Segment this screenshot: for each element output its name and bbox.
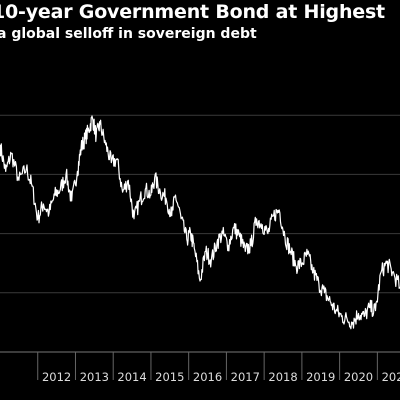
x-tick-label-2012: 2012 xyxy=(42,370,71,384)
x-tick-label-2017: 2017 xyxy=(231,370,260,384)
grid-lines xyxy=(0,114,400,294)
x-tick-label-2014: 2014 xyxy=(117,370,146,384)
x-tick-label-2018: 2018 xyxy=(268,370,297,384)
x-tick-label-2013: 2013 xyxy=(80,370,109,384)
x-tick-label-2015: 2015 xyxy=(155,370,184,384)
x-tick-label-2021: 2021 xyxy=(382,370,400,384)
chart-title: 10-year Government Bond at Highest xyxy=(0,1,385,23)
chart-subtitle: a global selloff in sovereign debt xyxy=(0,26,257,42)
series-line xyxy=(0,115,400,330)
x-tick-label-2020: 2020 xyxy=(344,370,373,384)
x-tick-label-2019: 2019 xyxy=(306,370,335,384)
x-axis-ticks xyxy=(37,352,378,380)
x-tick-label-2016: 2016 xyxy=(193,370,222,384)
x-axis-tick-labels: 2012 2013 2014 2015 2016 2017 2018 2019 2020 2021 xyxy=(42,370,400,384)
